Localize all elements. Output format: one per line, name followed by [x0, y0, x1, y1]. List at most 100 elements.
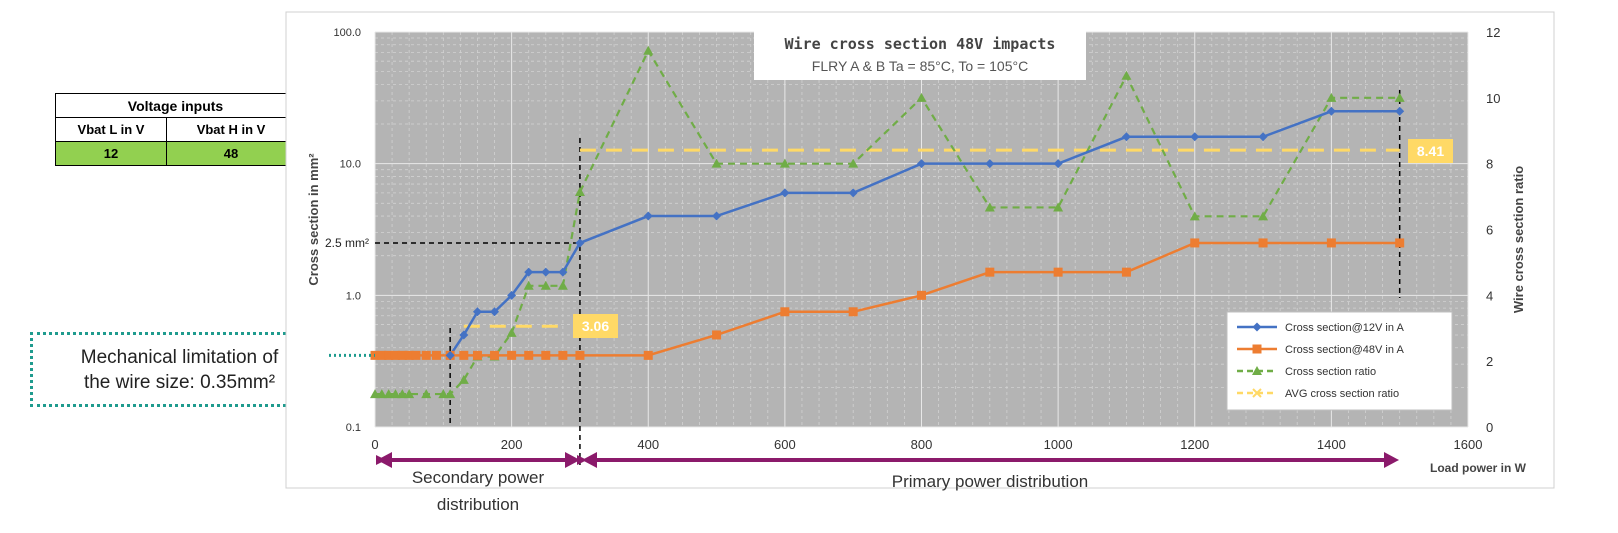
- arrowhead-right: [565, 452, 580, 468]
- cross-section-48v-point: [780, 307, 790, 317]
- cross-section-12v-point: [541, 267, 551, 277]
- cross-section-12v-point: [1053, 159, 1063, 169]
- ratio-point: [397, 389, 408, 399]
- ratio-point: [383, 389, 394, 399]
- avg-primary-badge: [1408, 139, 1453, 163]
- title-box: [754, 30, 1086, 80]
- cross-section-12v-point: [524, 267, 534, 277]
- cross-section-12v-point: [1395, 106, 1405, 116]
- ratio-point: [779, 158, 790, 168]
- cross-section-48v-point: [848, 307, 858, 317]
- cross-section-12v-point: [1258, 132, 1268, 142]
- cross-section-48v-point: [411, 350, 421, 360]
- ratio-point: [643, 45, 654, 55]
- x-tick-label: 0: [371, 437, 378, 452]
- x-tick-label: 1000: [1044, 437, 1073, 452]
- cross-section-48v-point: [472, 350, 482, 360]
- arrowhead-left: [582, 452, 597, 468]
- cross-section-12v-point: [1326, 106, 1336, 116]
- avg-secondary-badge: [573, 314, 618, 338]
- y-axis-title: Cross section in mm²: [306, 153, 321, 286]
- cross-section-48v-point: [1190, 238, 1200, 248]
- legend-swatch-marker: [1252, 344, 1262, 354]
- primary-region-label: Primary power distribution: [892, 472, 1089, 491]
- x-tick-label: 1200: [1180, 437, 1209, 452]
- series-layer: [370, 45, 1405, 399]
- y2-tick-label: 8: [1486, 157, 1493, 172]
- ratio-point: [984, 202, 995, 212]
- legend-swatch-marker: [1252, 322, 1262, 332]
- ratio-point: [916, 92, 927, 102]
- ratio-point: [438, 389, 449, 399]
- cross-section-12v-point: [575, 238, 585, 248]
- arrowhead-right: [1384, 452, 1399, 468]
- cross-section-48v-point: [377, 350, 387, 360]
- ratio-point: [1053, 202, 1064, 212]
- cross-section-48v-point: [404, 350, 414, 360]
- cross-section-12v-point: [985, 159, 995, 169]
- cross-section-48v-point: [507, 350, 517, 360]
- cross-section-48v-point: [1053, 267, 1063, 277]
- cross-section-48v-point: [558, 350, 568, 360]
- ratio-point: [404, 389, 415, 399]
- mechanical-limitation-line-1: Mechanical limitation of: [80, 347, 279, 368]
- ratio-point: [458, 374, 469, 384]
- ratio-point: [1189, 211, 1200, 221]
- ref-2-5-label: 2.5 mm²: [325, 236, 369, 250]
- y-tick-label: 0.1: [346, 422, 361, 434]
- cross-section-48v-point: [421, 350, 431, 360]
- x-tick-label: 800: [911, 437, 933, 452]
- legend-swatch-marker: [1252, 366, 1262, 375]
- arrowhead-left: [377, 452, 392, 468]
- y2-axis-title: Wire cross section ratio: [1511, 166, 1526, 313]
- cross-section-12v-point: [490, 307, 500, 317]
- cross-section-48v-point: [397, 350, 407, 360]
- cross-section-12v-point: [459, 330, 469, 340]
- secondary-region-label-2: distribution: [437, 495, 519, 514]
- cross-section-48v-point: [575, 350, 585, 360]
- x-tick-label: 600: [774, 437, 796, 452]
- legend-label: AVG cross section ratio: [1285, 388, 1399, 400]
- cross-section-48v-point: [384, 350, 394, 360]
- legend-label: Cross section ratio: [1285, 366, 1376, 378]
- cross-section-12v-point: [917, 159, 926, 169]
- cross-section-12v-point: [1190, 132, 1200, 142]
- ratio-point: [574, 186, 585, 196]
- cross-section-12v-point: [712, 211, 722, 221]
- cross-section-48v-point: [1258, 238, 1268, 248]
- cross-section-12v-point: [643, 211, 653, 221]
- x-axis-title: Load power in W: [1430, 461, 1527, 475]
- ratio-point: [540, 280, 551, 290]
- y2-tick-label: 10: [1486, 91, 1500, 106]
- y2-tick-label: 12: [1486, 25, 1500, 40]
- cross-section-12v-point: [507, 290, 517, 300]
- cross-section-12v-point: [848, 188, 858, 198]
- secondary-region-label-1: Secondary power: [412, 468, 545, 487]
- mechanical-limitation-line-2: the wire size: 0.35mm²: [83, 372, 276, 393]
- ratio-point: [1121, 70, 1132, 80]
- voltage-value-low: 12: [55, 141, 167, 166]
- cross-section-48v-point: [459, 350, 469, 360]
- ratio-point: [711, 158, 722, 168]
- cross-section-12v-point: [1121, 132, 1131, 142]
- avg-secondary-label: 3.06: [582, 318, 609, 334]
- voltage-header-low: Vbat L in V: [55, 117, 167, 142]
- voltage-table-title: Voltage inputs: [55, 93, 296, 118]
- ratio-point: [523, 280, 534, 290]
- y-tick-label: 100.0: [333, 27, 361, 39]
- legend-label: Cross section@12V in A: [1285, 322, 1404, 334]
- ratio-point: [848, 158, 859, 168]
- cross-section-48v-point: [712, 330, 722, 340]
- ratio-point: [557, 280, 568, 290]
- cross-section-12v-point: [472, 307, 482, 317]
- y2-tick-label: 6: [1486, 223, 1493, 238]
- avg-primary-label: 8.41: [1417, 143, 1444, 159]
- annotations: Wire cross section 48V impacts FLRY A & B…: [325, 30, 1453, 514]
- legend-box: [1226, 311, 1453, 411]
- voltage-value-high: 48: [166, 141, 296, 166]
- cross-section-48v-point: [390, 350, 400, 360]
- y2-tick-label: 0: [1486, 420, 1493, 435]
- chart-subtitle: FLRY A & B Ta = 85°C, To = 105°C: [812, 58, 1028, 74]
- ratio-point: [445, 389, 456, 399]
